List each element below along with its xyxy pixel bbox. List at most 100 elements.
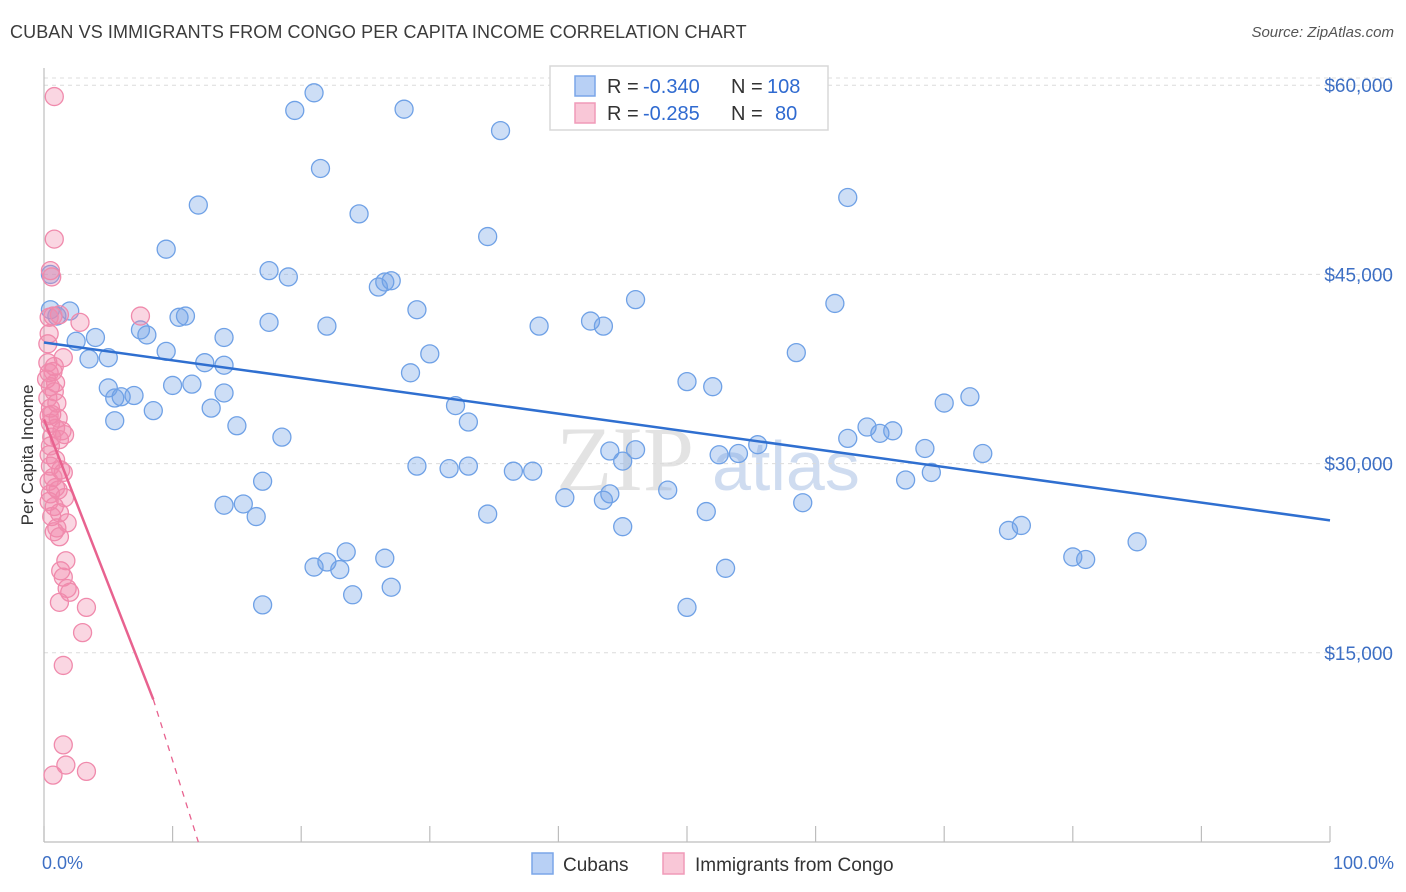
point-congo	[130, 306, 151, 326]
point-cubans	[709, 445, 729, 465]
point-cubans	[124, 385, 144, 406]
point-cubans	[310, 158, 331, 179]
watermark-zip: ZIP	[556, 408, 694, 510]
point-cubans	[227, 416, 247, 436]
point-cubans	[342, 585, 363, 605]
point-congo	[40, 260, 61, 281]
point-cubans	[130, 320, 151, 340]
point-cubans	[407, 456, 427, 476]
point-congo	[72, 622, 93, 643]
series-congo	[36, 86, 151, 785]
point-cubans	[715, 558, 736, 578]
trend-line-congo-extension	[152, 699, 199, 843]
point-congo	[53, 655, 73, 676]
point-congo	[40, 484, 61, 504]
point-cubans	[272, 427, 292, 447]
point-cubans	[201, 398, 221, 418]
point-cubans	[381, 271, 401, 291]
point-cubans	[1076, 549, 1096, 570]
point-cubans	[793, 493, 813, 513]
point-cubans	[895, 470, 916, 490]
point-cubans	[259, 260, 279, 281]
point-cubans	[330, 559, 350, 580]
point-cubans	[677, 371, 697, 392]
legend-r-label-2: R =	[607, 103, 639, 125]
point-cubans	[137, 325, 157, 345]
point-cubans	[838, 187, 858, 208]
point-cubans	[696, 501, 716, 522]
source-label: Source: ZipAtlas.com	[1251, 24, 1394, 41]
point-cubans	[625, 440, 646, 460]
y-axis-title: Per Capita Income	[18, 385, 37, 526]
series-cubans	[40, 83, 1147, 618]
point-congo	[44, 86, 64, 107]
point-cubans	[407, 300, 427, 320]
trend-line-cubans	[43, 341, 1331, 522]
point-cubans	[233, 494, 253, 514]
stats-legend: R = -0.340 N = 108 R = -0.285 N = 80	[549, 65, 829, 131]
point-cubans	[490, 120, 511, 141]
x-tick-label-end: 100.0%	[1333, 853, 1394, 873]
point-cubans	[169, 307, 189, 327]
chart-title: CUBAN VS IMMIGRANTS FROM CONGO PER CAPIT…	[10, 22, 747, 42]
point-cubans	[934, 393, 954, 413]
point-cubans	[786, 342, 806, 363]
point-cubans	[960, 387, 980, 407]
point-cubans	[182, 374, 202, 394]
point-congo	[76, 761, 97, 782]
point-cubans	[600, 441, 620, 461]
point-cubans	[613, 451, 633, 471]
point-cubans	[703, 377, 723, 397]
legend-swatch-congo	[574, 102, 596, 124]
y-tick-label: $30,000	[1324, 455, 1393, 476]
legend-n-value-2: 80	[775, 103, 797, 125]
bottom-legend-swatch-cubans	[531, 852, 554, 875]
legend-n-value-1: 108	[767, 76, 800, 98]
legend-swatch-cubans	[574, 75, 596, 97]
point-cubans	[246, 506, 266, 527]
point-cubans	[593, 316, 614, 336]
point-cubans	[1011, 515, 1032, 536]
point-cubans	[278, 267, 298, 287]
y-tick-label: $15,000	[1324, 644, 1393, 665]
bottom-legend-label-congo: Immigrants from Congo	[695, 855, 894, 876]
point-cubans	[658, 480, 678, 500]
point-cubans	[252, 471, 273, 491]
point-cubans	[188, 195, 208, 215]
point-cubans	[523, 461, 543, 481]
point-cubans	[162, 375, 183, 396]
point-congo	[49, 592, 70, 613]
y-tick-label: $60,000	[1324, 76, 1393, 97]
bottom-legend-swatch-congo	[662, 852, 685, 875]
point-congo	[56, 755, 76, 775]
point-cubans	[375, 548, 395, 568]
point-congo	[70, 312, 90, 332]
point-cubans	[175, 306, 196, 326]
point-cubans	[420, 344, 440, 364]
point-congo	[43, 361, 63, 382]
legend-n-label-2: N =	[731, 103, 763, 125]
y-tick-label: $45,000	[1324, 265, 1393, 286]
point-cubans	[883, 421, 903, 441]
point-cubans	[285, 100, 305, 121]
point-congo	[49, 527, 70, 547]
point-cubans	[85, 327, 106, 348]
legend-n-label-1: N =	[731, 76, 763, 98]
watermark-atlas: atlas	[712, 427, 860, 505]
point-cubans	[478, 226, 498, 247]
point-congo	[53, 735, 73, 755]
point-cubans	[156, 239, 176, 259]
point-cubans	[613, 517, 633, 537]
point-cubans	[400, 363, 421, 383]
point-cubans	[317, 316, 337, 336]
point-cubans	[600, 484, 620, 504]
point-cubans	[79, 349, 99, 369]
point-cubans	[529, 316, 549, 336]
point-cubans	[503, 461, 524, 481]
bottom-legend-label-cubans: Cubans	[563, 855, 629, 876]
point-cubans	[214, 383, 234, 403]
point-congo	[40, 398, 61, 418]
trend-lines	[42, 341, 1331, 843]
legend-r-value-1: -0.340	[643, 76, 700, 98]
